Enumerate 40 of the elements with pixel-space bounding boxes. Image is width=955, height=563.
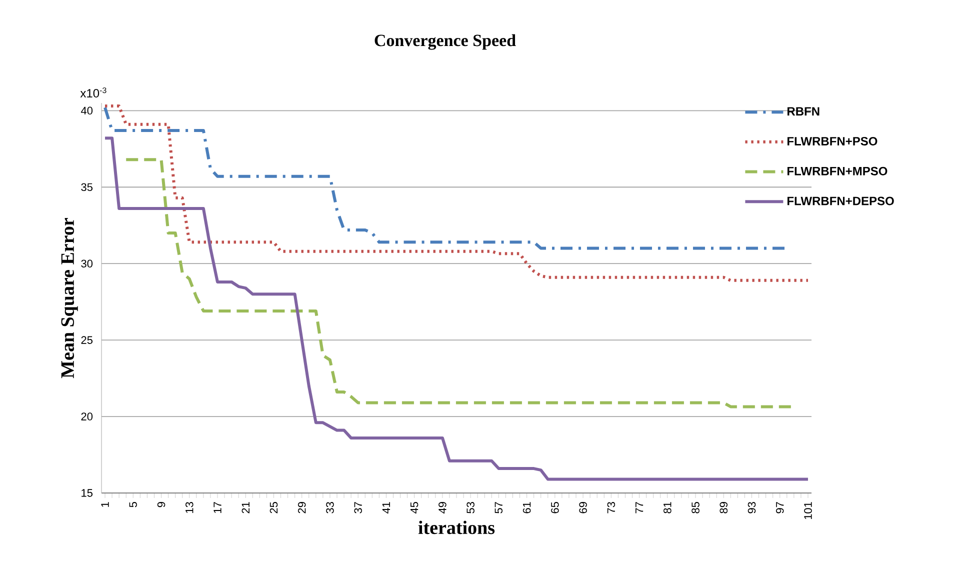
y-axis-title: Mean Square Error — [61, 218, 78, 378]
x-tick-label: 29 — [298, 502, 306, 514]
x-tick-label: 25 — [270, 502, 278, 514]
x-axis-title: iterations — [418, 520, 495, 534]
legend-label: FLWRBFN+PSO — [788, 136, 878, 146]
x-tick-label: 61 — [522, 502, 531, 514]
x-tick-label: 85 — [692, 502, 700, 514]
x-tick-label: 97 — [776, 502, 784, 514]
x-tick-label: 93 — [748, 502, 756, 514]
x-tick-label: 81 — [664, 502, 672, 514]
x-tick-label: 13 — [185, 502, 194, 513]
y-tick-label: 40 — [80, 106, 93, 115]
x-tick-label: 89 — [720, 502, 728, 514]
text: x10$^{-3}$ — [80, 87, 106, 98]
x-tick-label: 49 — [438, 502, 446, 514]
x-tick-label: 53 — [466, 502, 474, 514]
legend-label: FLWRBFN+MPSO — [788, 166, 888, 176]
x-tick-label: 41 — [382, 502, 390, 514]
chart-title: Convergence Speed — [374, 34, 516, 50]
x-tick-label: 65 — [551, 502, 559, 514]
x-tick-label: 1 — [101, 502, 109, 507]
y-tick-label: 35 — [81, 183, 92, 192]
x-tick-label: 57 — [494, 502, 503, 514]
y-tick-label: 25 — [81, 336, 92, 344]
x-tick-label: 69 — [579, 502, 587, 514]
x-tick-label: 21 — [242, 502, 250, 514]
x-tick-label: 37 — [354, 502, 362, 514]
y-tick-label: 20 — [81, 412, 93, 420]
x-tick-label: 45 — [410, 502, 418, 514]
x-tick-label: 33 — [326, 502, 334, 514]
x-tick-label: 73 — [607, 502, 616, 514]
y-tick-label: 30 — [81, 260, 93, 268]
x-tick-label: 9 — [157, 502, 166, 508]
y-tick-label: 15 — [82, 489, 92, 497]
legend-label: FLWRBFN+DEPSO — [788, 196, 894, 206]
x-tick-label: 101 — [804, 502, 812, 520]
legend-label: RBFN — [788, 107, 820, 116]
x-tick-label: 17 — [214, 502, 222, 513]
x-tick-label: 5 — [129, 502, 137, 508]
x-tick-label: 77 — [636, 502, 644, 514]
